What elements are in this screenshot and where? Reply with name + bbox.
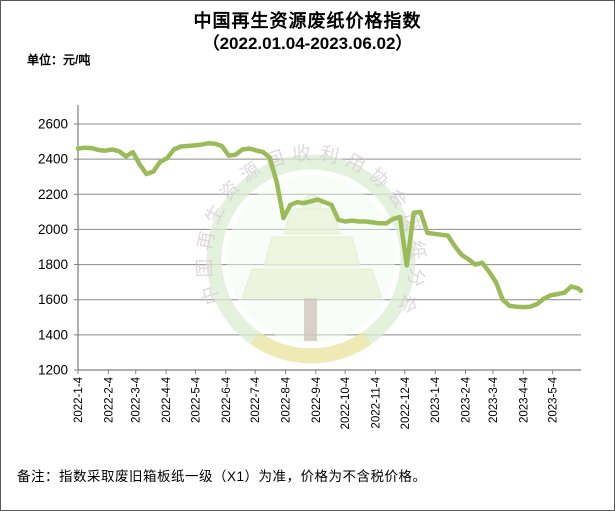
tree-tier-1	[283, 208, 341, 235]
association-watermark: 中国再生资源回收利用协会废纸分会	[195, 142, 422, 364]
x-tick-label: 2022-12-4	[400, 376, 412, 429]
y-tick-label: 2400	[38, 152, 68, 167]
unit-label: 单位：元/吨	[27, 53, 91, 67]
x-tick-label: 2022-3-4	[131, 376, 143, 423]
y-axis-labels: 1200 1400 1600 1800 2000 2200 2400 2600	[38, 117, 68, 378]
x-tick-label: 2023-4-4	[518, 376, 530, 423]
x-tick-label: 2022-7-4	[250, 376, 262, 423]
x-tick-label: 2023-5-4	[548, 376, 560, 423]
chart-title-line1: 中国再生资源废纸价格指数	[193, 11, 422, 31]
x-tick-label: 2022-5-4	[190, 376, 202, 423]
chart-title-line2: （2022.01.04-2023.06.02）	[202, 34, 413, 54]
x-tick-label: 2022-9-4	[311, 376, 323, 423]
y-tick-label: 1200	[38, 363, 68, 378]
x-tick-label: 2022-11-4	[370, 376, 382, 428]
y-tick-label: 2000	[38, 222, 68, 237]
x-tick-label: 2022-8-4	[280, 376, 292, 423]
x-tick-label: 2022-4-4	[161, 376, 173, 423]
y-tick-label: 2600	[38, 117, 68, 132]
x-axis-labels: 2022-1-4 2022-2-4 2022-3-4 2022-4-4 2022-5-4…	[73, 376, 560, 429]
x-tick-label: 2022-2-4	[103, 376, 115, 423]
x-tick-label: 2023-3-4	[488, 376, 500, 423]
x-tick-label: 2023-1-4	[430, 376, 442, 423]
x-tick-label: 2022-6-4	[221, 376, 233, 423]
watermark-ribbon	[250, 331, 372, 364]
tree-tier-3	[241, 268, 383, 299]
chart-title: 中国再生资源废纸价格指数 （2022.01.04-2023.06.02）	[1, 9, 614, 56]
x-tick-label: 2022-10-4	[340, 376, 352, 429]
y-tick-label: 1800	[38, 257, 68, 272]
y-tick-label: 1600	[38, 292, 68, 307]
y-tick-label: 2200	[38, 187, 68, 202]
x-tick-label: 2022-1-4	[73, 376, 85, 423]
x-tick-label: 2023-2-4	[461, 376, 473, 423]
tree-tier-2	[263, 236, 361, 267]
y-tick-label: 1400	[38, 327, 68, 342]
tree-trunk	[304, 293, 317, 341]
price-line-series	[75, 141, 584, 310]
footnote: 备注：指数采取废旧箱板纸一级（X1）为准，价格为不含税价格。	[17, 469, 427, 484]
